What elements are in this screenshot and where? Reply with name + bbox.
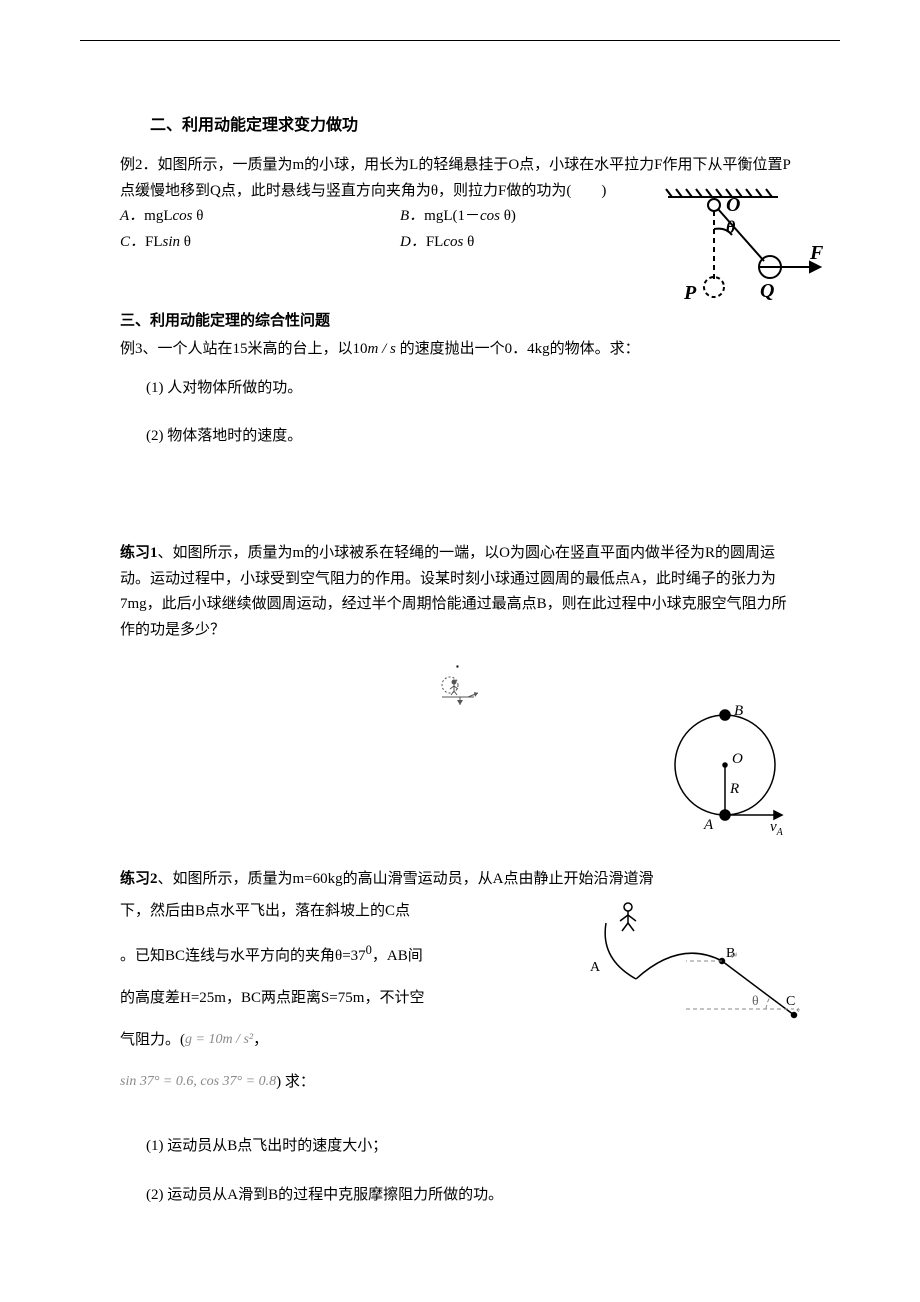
vertical-circle-diagram: B O R A vA bbox=[670, 687, 800, 837]
square-icon: ▪ bbox=[456, 662, 459, 671]
practice-1-label: 练习1 bbox=[120, 545, 158, 561]
p2-q2: (2) 运动员从A滑到B的过程中克服摩擦阻力所做的功。 bbox=[146, 1183, 800, 1209]
circle-label-B: B bbox=[734, 703, 743, 719]
trig-expression: sin 37° = 0.6, cos 37° = 0.8 bbox=[120, 1065, 276, 1099]
circle-label-vA: vA bbox=[770, 819, 784, 837]
g-expression: g = 10m / s² bbox=[185, 1023, 253, 1057]
circle-label-R: R bbox=[729, 781, 739, 797]
top-rule bbox=[80, 40, 840, 41]
svg-text:↵: ↵ bbox=[730, 951, 738, 962]
practice-1-text: 、如图所示，质量为m的小球被系在轻绳的一端，以O为圆心在竖直平面内做半径为R的圆… bbox=[120, 545, 787, 638]
p2-line6-tail: ) 求： bbox=[276, 1074, 315, 1090]
p2-line6: sin 37° = 0.6, cos 37° = 0.8) 求： bbox=[120, 1064, 800, 1100]
circle-label-A: A bbox=[703, 817, 714, 833]
ex3-speed-unit: m / s bbox=[368, 341, 396, 357]
option-d: D．FLcos θ bbox=[400, 230, 580, 256]
section-2-heading: 二、利用动能定理求变力做功 bbox=[150, 111, 800, 135]
p2-line3a: 。已知BC连线与水平方向的夹角θ=37 bbox=[120, 948, 366, 964]
pendulum-label-theta: θ bbox=[726, 217, 736, 237]
practice-1: 练习1、如图所示，质量为m的小球被系在轻绳的一端，以O为圆心在竖直平面内做半径为… bbox=[120, 541, 800, 707]
ex3-q1: (1) 人对物体所做的功。 bbox=[146, 376, 800, 402]
stickman-diagram: ▪ bbox=[430, 657, 490, 707]
p2-line5a: 气阻力。( bbox=[120, 1032, 185, 1048]
example-3-questions: (1) 人对物体所做的功。 (2) 物体落地时的速度。 bbox=[146, 376, 800, 449]
option-d-label: D． bbox=[400, 234, 426, 250]
option-a-text: mgLcos θ bbox=[144, 208, 203, 224]
example-3-stem: 例3、一个人站在15米高的台上，以10m / s 的速度抛出一个0．4kg的物体… bbox=[120, 337, 800, 363]
p2-line3b: ，AB间 bbox=[372, 948, 423, 964]
svg-text:↵: ↵ bbox=[796, 1005, 800, 1016]
option-a: A．mgLcos θ bbox=[120, 204, 400, 230]
practice-2-questions: (1) 运动员从B点飞出时的速度大小； (2) 运动员从A滑到B的过程中克服摩擦… bbox=[146, 1134, 800, 1209]
ski-label-theta: θ bbox=[752, 994, 759, 1009]
ex3-stem-b: 的速度抛出一个0．4kg的物体。求： bbox=[396, 341, 640, 357]
option-b-label: B． bbox=[400, 208, 424, 224]
option-b-text: mgL(1－cos θ) bbox=[424, 208, 516, 224]
practice-2-line1: 练习2、如图所示，质量为m=60kg的高山滑雪运动员，从A点由静止开始沿滑道滑 bbox=[120, 867, 800, 893]
section-3-heading: 三、利用动能定理的综合性问题 bbox=[120, 309, 800, 335]
practice-2-text1: 、如图所示，质量为m=60kg的高山滑雪运动员，从A点由静止开始沿滑道滑 bbox=[158, 871, 654, 887]
example-2: 例2．如图所示，一质量为m的小球，用长为L的轻绳悬挂于O点，小球在水平拉力F作用… bbox=[120, 153, 800, 255]
ski-label-A: A bbox=[590, 960, 601, 975]
option-b: B．mgL(1－cos θ) bbox=[400, 204, 580, 230]
page: 二、利用动能定理求变力做功 例2．如图所示，一质量为m的小球，用长为L的轻绳悬挂… bbox=[0, 0, 920, 1293]
option-c-label: C． bbox=[120, 234, 145, 250]
practice-2: 练习2、如图所示，质量为m=60kg的高山滑雪运动员，从A点由静止开始沿滑道滑 bbox=[120, 867, 800, 1209]
option-c: C．FLsin θ bbox=[120, 230, 400, 256]
circle-label-O: O bbox=[732, 751, 743, 767]
ski-label-C: C bbox=[786, 994, 795, 1009]
option-c-text: FLsin θ bbox=[145, 234, 191, 250]
option-a-label: A． bbox=[120, 208, 144, 224]
pendulum-label-O: O bbox=[726, 194, 740, 216]
spacer bbox=[120, 471, 800, 541]
option-d-text: FLcos θ bbox=[426, 234, 474, 250]
pendulum-label-F: F bbox=[809, 242, 824, 264]
pendulum-diagram: O θ P Q F bbox=[660, 187, 830, 307]
pendulum-label-Q: Q bbox=[760, 280, 774, 302]
p2-q1: (1) 运动员从B点飞出时的速度大小； bbox=[146, 1134, 800, 1160]
ski-diagram: A B C θ ↵ ↵ bbox=[570, 899, 800, 1039]
spacer bbox=[120, 1106, 800, 1134]
practice-2-label: 练习2 bbox=[120, 871, 158, 887]
pendulum-label-P: P bbox=[683, 282, 697, 304]
ex3-q2: (2) 物体落地时的速度。 bbox=[146, 424, 800, 450]
ex3-stem-a: 例3、一个人站在15米高的台上，以10 bbox=[120, 341, 368, 357]
p2-line5b: ， bbox=[253, 1032, 268, 1048]
